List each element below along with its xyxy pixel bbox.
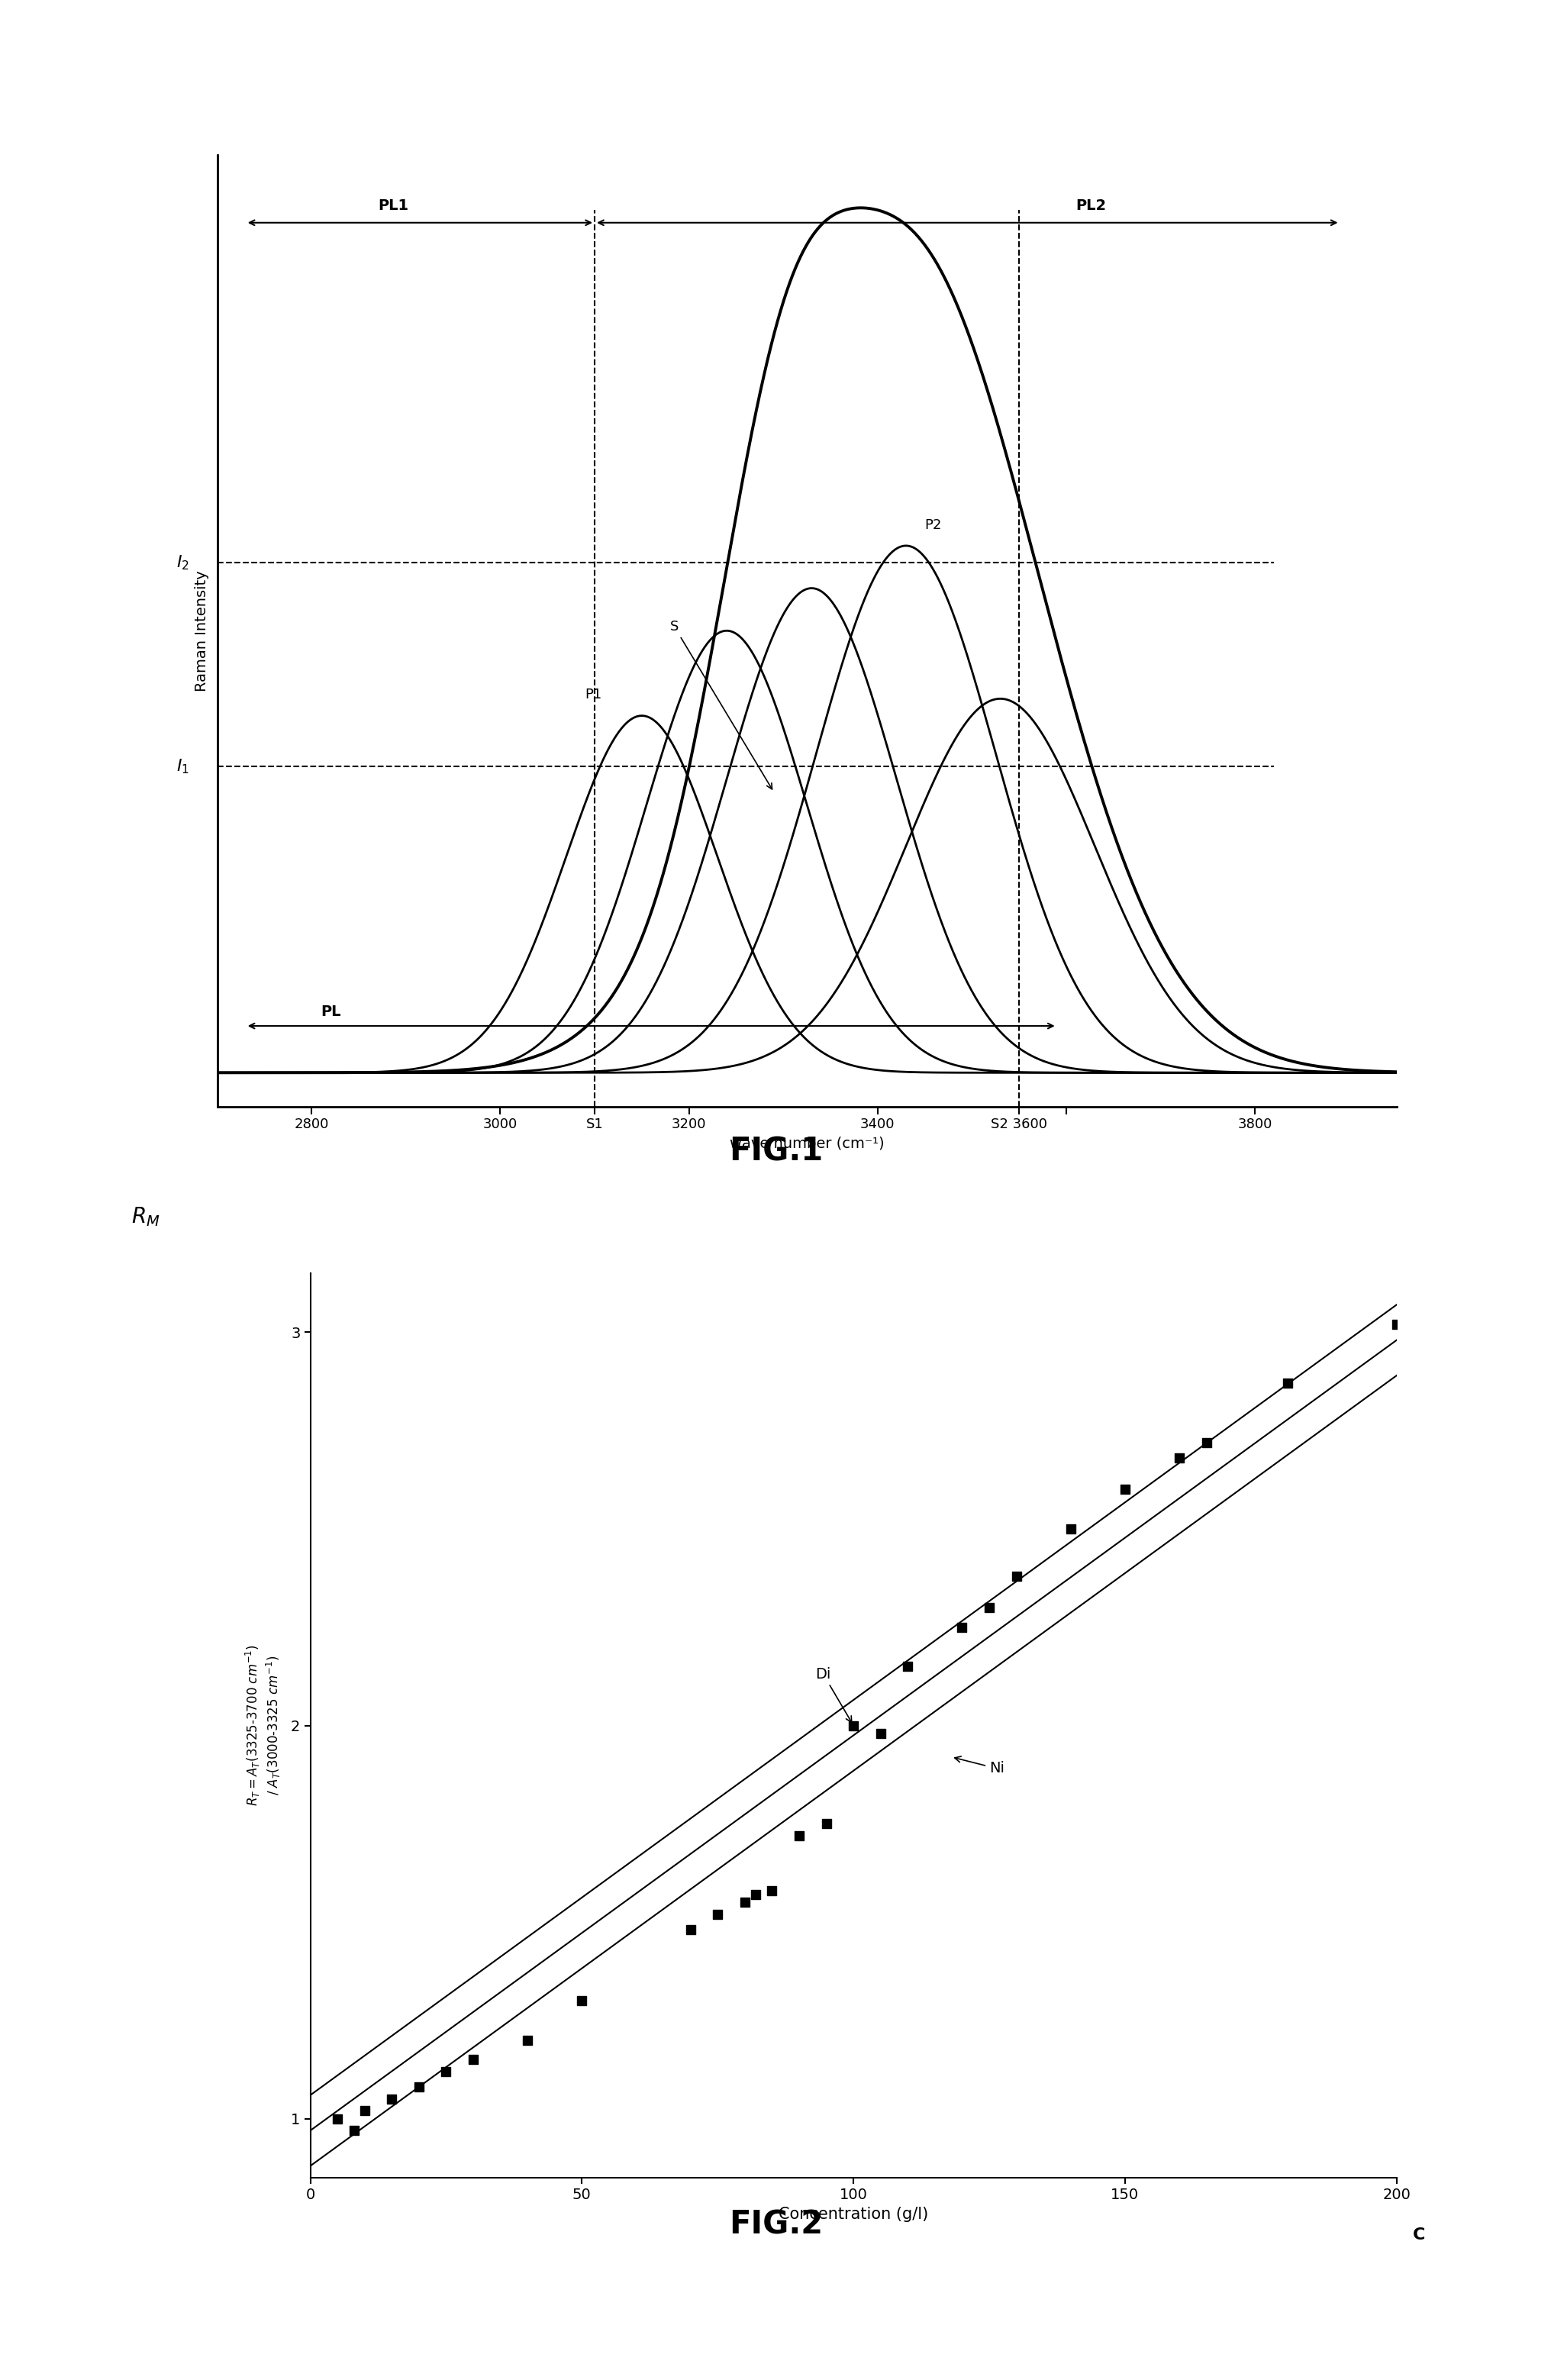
Point [949,1609,974,1647]
Point [1112,1471,1137,1509]
Point [515,2021,540,2059]
Point [1003,1557,1028,1595]
Point [813,1804,838,1842]
Point [895,1647,920,1685]
Text: C: C [1411,2228,1425,2242]
Text: $I_2$: $I_2$ [175,555,189,571]
Point [678,1911,703,1949]
Text: P2: P2 [924,519,941,531]
Point [743,1875,768,1914]
Text: Di: Di [816,1666,851,1723]
Text: P1: P1 [585,688,602,702]
Point [461,2040,485,2078]
Point [977,1587,1002,1626]
X-axis label: wave number (cm⁻¹): wave number (cm⁻¹) [729,1135,884,1150]
X-axis label: Concentration (g/l): Concentration (g/l) [779,2206,927,2223]
Point [732,1883,757,1921]
Point [1275,1364,1300,1402]
Text: PL: PL [321,1004,341,1019]
Point [704,1894,729,1933]
Point [434,2052,459,2090]
Text: FIG.1: FIG.1 [729,1135,822,1166]
Text: $R_M$: $R_M$ [132,1204,160,1228]
Point [406,2068,431,2106]
Point [760,1871,783,1909]
Text: Ni: Ni [954,1756,1003,1775]
Point [1383,1304,1408,1342]
Text: S: S [670,621,772,790]
Point [1166,1440,1191,1478]
Text: FIG.2: FIG.2 [729,2209,822,2240]
Point [380,2080,405,2118]
Point [326,2099,351,2137]
Y-axis label: $R_T = A_T(3325$-$3700$ $cm^{-1})$
$/\ A_T(3000$-$3325$ $cm^{-1})$: $R_T = A_T(3325$-$3700$ $cm^{-1})$ $/\ A… [244,1645,282,1806]
Text: PL2: PL2 [1075,198,1106,212]
Point [569,1983,594,2021]
Point [1194,1423,1219,1461]
Point [841,1706,865,1745]
Point [1058,1509,1083,1547]
Text: $I_1$: $I_1$ [175,757,189,776]
Point [869,1714,893,1752]
Y-axis label: Raman Intensity: Raman Intensity [194,571,209,690]
Point [341,2111,366,2149]
Point [352,2092,377,2130]
Point [786,1816,811,1854]
Text: PL1: PL1 [377,198,408,212]
